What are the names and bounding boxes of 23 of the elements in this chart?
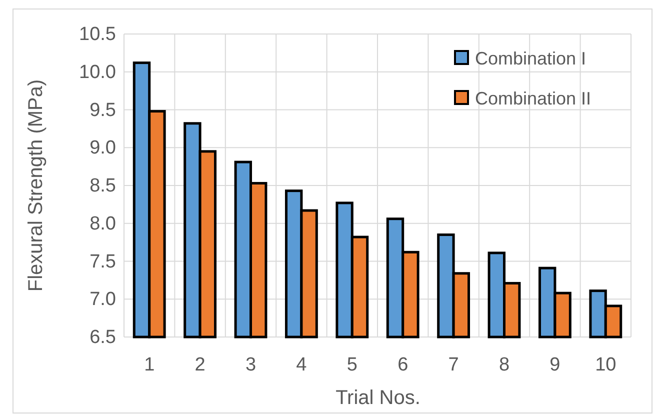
y-tick-label: 7.5 [90, 251, 116, 272]
y-tick-label: 10.0 [79, 62, 116, 83]
x-axis-title: Trial Nos. [336, 387, 420, 409]
y-tick-label: 6.5 [90, 327, 116, 348]
x-tick-label: 1 [144, 354, 155, 376]
y-tick-label: 8.5 [90, 176, 116, 197]
y-tick-label: 9.0 [90, 138, 116, 159]
x-tick-label: 6 [398, 354, 408, 376]
x-tick-label: 3 [245, 354, 256, 376]
y-tick-label: 8.0 [90, 213, 116, 234]
x-tick-label: 7 [448, 354, 459, 376]
x-tick-label: 5 [346, 354, 358, 376]
y-axis-title: Flexural Strength (MPa) [25, 79, 47, 292]
x-tick-label: 10 [595, 354, 616, 376]
y-tick-label: 7.0 [90, 289, 116, 310]
x-tick-label: 9 [550, 354, 560, 376]
y-tick-label: 9.5 [90, 100, 116, 121]
legend-label: Combination II [475, 88, 592, 108]
y-tick-label: 10.5 [79, 24, 116, 46]
x-tick-label: 8 [498, 354, 510, 376]
x-tick-label: 4 [296, 354, 308, 376]
x-tick-label: 2 [194, 354, 206, 376]
legend-label: Combination I [475, 48, 586, 68]
